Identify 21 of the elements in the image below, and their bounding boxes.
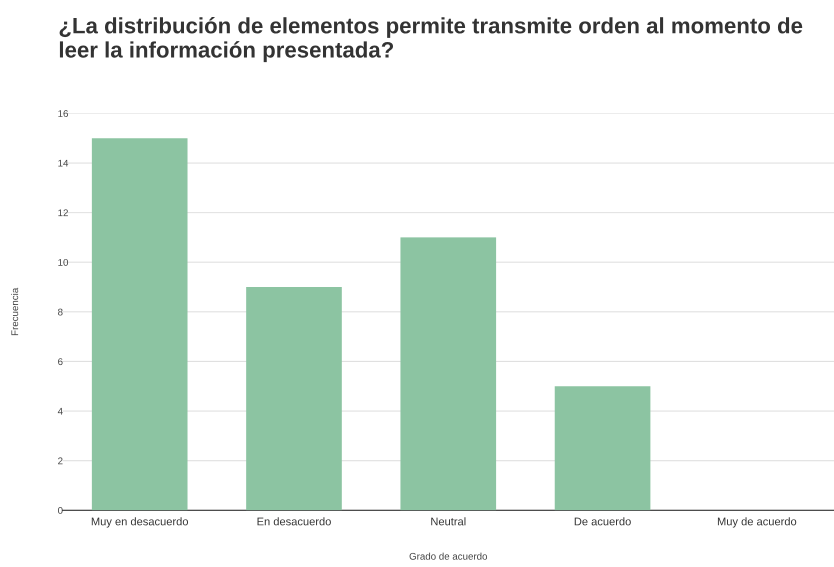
y-tick-label: 10 [58, 258, 68, 266]
y-tick-label: 8 [58, 308, 63, 316]
x-tick-label: Muy de acuerdo [718, 517, 796, 528]
y-tick-label: 4 [58, 408, 63, 415]
x-tick-label: Muy en desacuerdo [92, 517, 188, 528]
x-tick-label: De acuerdo [574, 517, 631, 526]
y-tick-label: 14 [58, 160, 68, 167]
x-tick-label: En desacuerdo [258, 517, 331, 526]
y-tick-label: 6 [58, 358, 63, 366]
x-tick-label: Neutral [431, 517, 466, 526]
bar [554, 386, 650, 510]
chart-title: ¿La distribución de elementos permite transmite orden al momento de leer la información presentada? [60, 17, 802, 62]
y-tick-label: 12 [58, 209, 68, 216]
x-axis-title: Grado de acuerdo [410, 552, 488, 560]
y-tick-label: 16 [58, 110, 68, 118]
bar [246, 287, 342, 510]
y-tick-label: 2 [58, 457, 63, 464]
bar [92, 138, 188, 510]
y-axis-title: Frecuencia [11, 288, 18, 336]
bar [400, 237, 496, 510]
y-tick-label: 0 [58, 507, 63, 514]
